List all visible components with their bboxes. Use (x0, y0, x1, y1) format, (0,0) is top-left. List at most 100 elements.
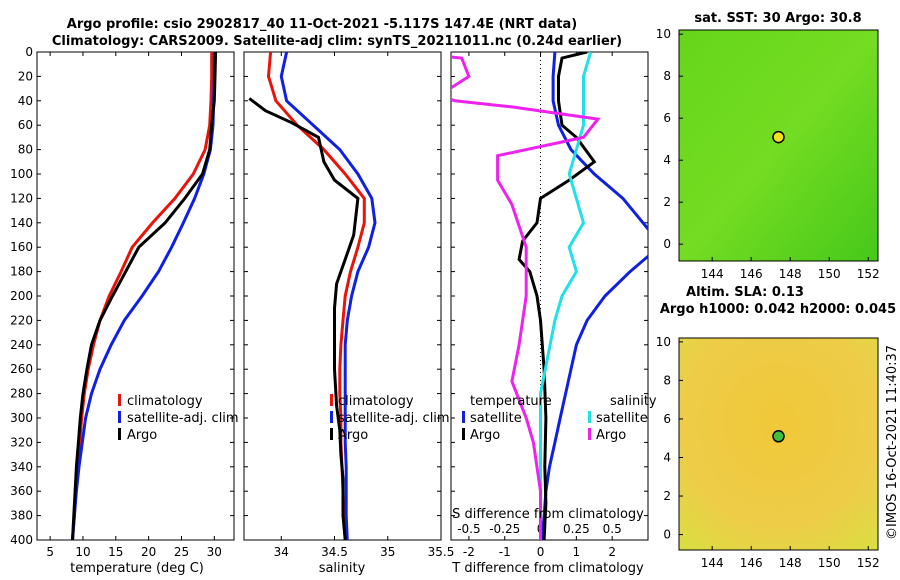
map-y-tick-label: 6 (663, 111, 671, 125)
difference-secondary-xlabel: S difference from climatology (452, 507, 644, 522)
legend-label-climatology: climatology (338, 394, 414, 409)
y-tick-label: 400 (10, 533, 33, 547)
x-tick-label: 10 (75, 545, 90, 559)
x-tick-label: 30 (207, 545, 222, 559)
legend-label-argo: Argo (127, 428, 157, 443)
difference-legend: temperature salinity satellite Argo sate… (462, 394, 657, 443)
y-tick-label: 260 (10, 362, 33, 376)
map-y-tick-label: 8 (663, 69, 671, 83)
x-tick-label: 0 (537, 545, 545, 559)
map-y-tick-label: 2 (663, 489, 671, 503)
legend-label-salinity-argo: Argo (596, 428, 626, 443)
y-tick-label: 100 (10, 167, 33, 181)
sla-map-axes: 144 146 148 150 152 0 2 4 6 8 10 (656, 335, 880, 570)
x-tick-label: 20 (141, 545, 156, 559)
series-line-satellite-adj-clim (279, 52, 377, 540)
map-y-tick-label: 6 (663, 412, 671, 426)
y-tick-label: 20 (18, 69, 33, 83)
x-tick-label: 25 (174, 545, 189, 559)
temperature-legend: climatology satellite-adj. clim Argo (118, 394, 239, 443)
series-line-temperature-satellite (540, 52, 648, 540)
x-tick-label: 34 (274, 545, 289, 559)
legend-swatch-climatology (118, 394, 121, 406)
map-x-tick-label: 146 (740, 556, 763, 570)
legend-swatch-salinity-argo (588, 428, 591, 440)
legend-label-temperature-argo: Argo (470, 428, 500, 443)
y-tick-label: 40 (18, 94, 33, 108)
x-tick-label: 2 (608, 545, 616, 559)
copyright-stamp: ©IMOS 16-Oct-2021 11:40:37 (885, 345, 900, 540)
legend-title-temperature: temperature (470, 394, 552, 409)
secondary-x-tick-label: 0.25 (563, 522, 590, 536)
legend-title-salinity: salinity (610, 394, 657, 409)
y-tick-label: 60 (18, 118, 33, 132)
sla-map-title-line-1: Altim. SLA: 0.13 (686, 285, 804, 300)
series-line-salinity-argo (451, 55, 601, 540)
map-x-tick-label: 144 (701, 267, 724, 281)
legend-label-temperature-satellite: satellite (470, 411, 522, 426)
y-tick-label: 200 (10, 289, 33, 303)
map-y-tick-label: 4 (663, 153, 671, 167)
figure-title-line-2: Climatology: CARS2009. Satellite-adj cli… (52, 34, 622, 49)
legend-swatch-climatology (330, 394, 333, 406)
x-tick-label: -2 (463, 545, 475, 559)
map-y-tick-label: 10 (656, 335, 671, 349)
map-y-tick-label: 10 (656, 27, 671, 41)
map-x-tick-label: 148 (779, 267, 802, 281)
map-x-tick-label: 152 (857, 556, 880, 570)
y-tick-label: 360 (10, 484, 33, 498)
legend-swatch-satellite (330, 411, 333, 423)
x-tick-label: 1 (573, 545, 581, 559)
argo-location-marker (772, 130, 785, 144)
map-x-tick-label: 150 (818, 556, 841, 570)
y-tick-label: 120 (10, 191, 33, 205)
sst-map-axes: 144 146 148 150 152 0 2 4 6 8 10 (656, 27, 880, 281)
y-tick-label: 80 (18, 143, 33, 157)
y-tick-label: 180 (10, 265, 33, 279)
temperature-xlabel: temperature (deg C) (70, 561, 204, 576)
salinity-xlabel: salinity (319, 561, 366, 576)
legend-label-argo: Argo (338, 428, 368, 443)
y-tick-label: 300 (10, 411, 33, 425)
figure-title-line-1: Argo profile: csio 2902817_40 11-Oct-202… (67, 17, 577, 32)
secondary-x-tick-label: -0.25 (489, 522, 520, 536)
map-x-tick-label: 150 (818, 267, 841, 281)
salinity-plot: 34 34.5 35 35.5 (244, 51, 455, 559)
series-line-argo (71, 52, 218, 540)
series-line-satellite-adj-clim (71, 52, 216, 540)
series-line-temperature-argo (517, 52, 597, 540)
argo-location-marker (772, 430, 785, 443)
legend-label-satellite: satellite-adj. clim (338, 411, 450, 426)
map-x-tick-label: 152 (857, 267, 880, 281)
difference-plot: -2 -1 0 1 2-0.5 -0.25 0 0.25 0.5 (451, 51, 648, 559)
map-y-tick-label: 8 (663, 373, 671, 387)
legend-swatch-temperature-argo (462, 428, 465, 440)
x-tick-label: 35 (380, 545, 395, 559)
sla-map-title-line-2: Argo h1000: 0.042 h2000: 0.045 (660, 302, 896, 317)
difference-xlabel: T difference from climatology (451, 561, 644, 576)
legend-swatch-salinity-satellite (588, 411, 591, 423)
y-tick-label: 380 (10, 509, 33, 523)
legend-label-climatology: climatology (127, 394, 203, 409)
x-tick-label: -1 (499, 545, 511, 559)
x-tick-label: 15 (108, 545, 123, 559)
legend-label-satellite: satellite-adj. clim (127, 411, 239, 426)
y-tick-label: 220 (10, 313, 33, 327)
y-tick-label: 160 (10, 240, 33, 254)
y-tick-label: 280 (10, 387, 33, 401)
y-tick-label: 140 (10, 216, 33, 230)
legend-label-salinity-satellite: satellite (596, 411, 648, 426)
legend-swatch-temperature-satellite (462, 411, 465, 423)
legend-swatch-argo (118, 428, 121, 440)
y-tick-label: 0 (25, 45, 33, 59)
legend-swatch-satellite (118, 411, 121, 423)
x-tick-label: 35.5 (428, 545, 455, 559)
y-tick-label: 340 (10, 460, 33, 474)
map-y-tick-label: 0 (663, 528, 671, 542)
secondary-x-tick-label: 0.5 (603, 522, 622, 536)
sst-map-title: sat. SST: 30 Argo: 30.8 (694, 11, 861, 26)
y-tick-label: 320 (10, 435, 33, 449)
secondary-x-tick-label: -0.5 (457, 522, 480, 536)
sla-map (678, 337, 879, 551)
